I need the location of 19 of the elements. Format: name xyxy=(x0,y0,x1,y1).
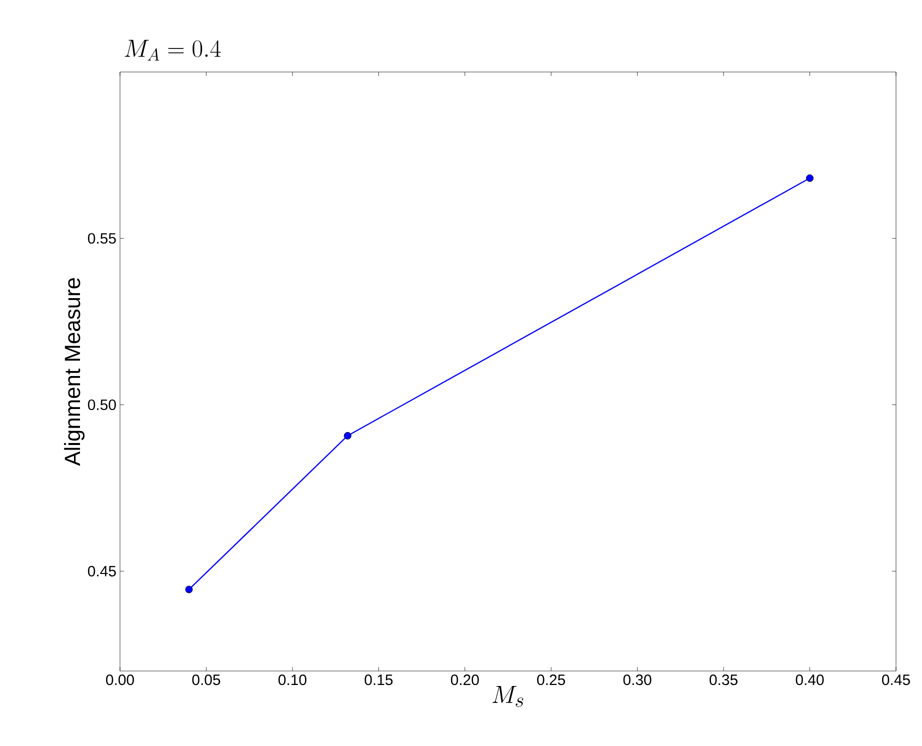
x-tick-label: 0.20 xyxy=(450,674,479,686)
y-tick-label: 0.55 xyxy=(88,233,116,244)
y-axis-title: Alignment Measure xyxy=(64,278,85,466)
x-tick-label: 0.30 xyxy=(623,674,652,686)
x-tick-label: 0.15 xyxy=(364,674,393,686)
chart-title: $M_A = 0.4$ xyxy=(124,40,221,60)
x-tick-label: 0.00 xyxy=(106,674,134,686)
y-tick-label: 0.50 xyxy=(88,399,116,410)
x-tick-label: 0.45 xyxy=(882,674,910,686)
point xyxy=(344,432,352,440)
x-axis-title: $M_s$ xyxy=(492,686,524,707)
x-tick-label: 0.40 xyxy=(796,674,824,686)
x-tick-label: 0.25 xyxy=(537,674,566,686)
point xyxy=(185,586,193,594)
x-tick-label: 0.10 xyxy=(278,674,306,686)
x-tick-label: 0.05 xyxy=(192,674,220,686)
y-tick-label: 0.45 xyxy=(88,566,116,576)
point xyxy=(806,174,814,182)
x-tick-label: 0.35 xyxy=(710,674,738,686)
